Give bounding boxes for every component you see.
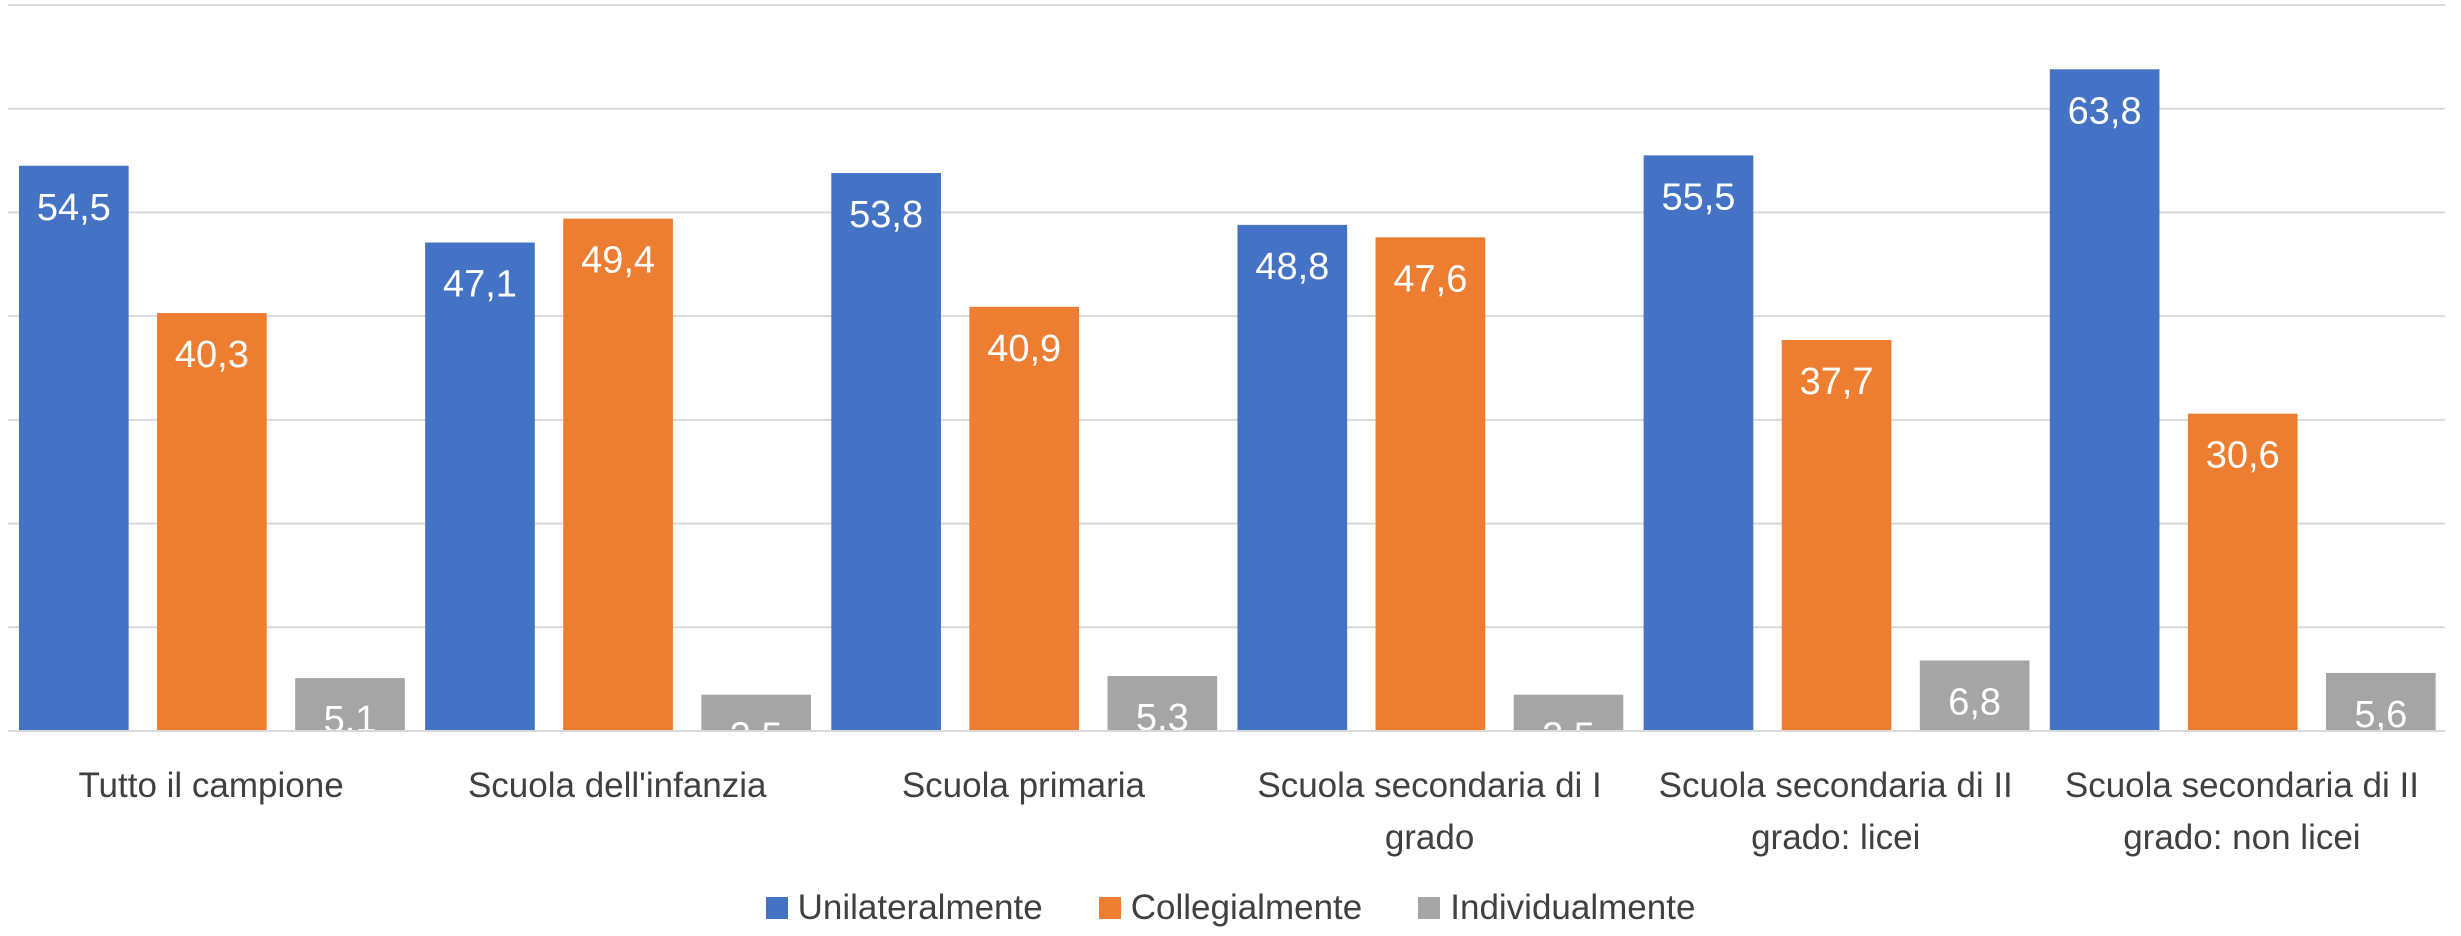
data-label: 63,8 [2068,90,2142,132]
bar [18,165,129,731]
legend-label: Individualmente [1450,888,1696,927]
data-label: 40,3 [175,334,249,376]
bar [2187,413,2298,731]
data-label: 55,5 [1661,176,1735,218]
bar [425,242,535,731]
legend: Unilateralmente Collegialmente Individualm… [0,888,2461,928]
legend-swatch [765,897,788,919]
data-label: 3,5 [730,716,783,758]
bar [701,694,811,731]
bar [295,678,405,731]
legend-item: Collegialmente [1098,888,1363,928]
data-label: 37,7 [1800,361,1874,403]
legend-swatch [1418,897,1441,919]
bar [1919,660,2030,731]
data-label: 3,5 [1542,716,1595,758]
data-label: 54,5 [37,187,111,229]
x-tick-label: Scuola dell'infanzia [467,766,767,805]
legend-label: Unilateralmente [797,888,1043,927]
data-label: 47,1 [443,264,517,306]
bar [1375,237,1486,731]
data-label: 40,9 [987,328,1061,370]
bar [831,173,941,731]
x-tick-label: Scuola secondaria di I grado [1257,766,1602,857]
x-tick-label: Scuola secondaria di II grado: non licei [2064,766,2419,857]
legend-swatch [1098,897,1121,919]
bar [1643,155,1754,731]
bar [2049,69,2160,731]
bar [1237,224,1348,732]
bar [1513,694,1624,731]
legend-item: Unilateralmente [765,888,1043,928]
data-label: 30,6 [2206,435,2280,477]
x-tick-label: Tutto il campione [78,766,344,805]
legend-label: Collegialmente [1130,888,1363,927]
x-tick-label: Scuola primaria [901,766,1145,805]
data-label: 5,1 [324,699,377,741]
data-label: 49,4 [581,240,655,282]
data-label: 5,6 [2354,694,2407,736]
legend-item: Individualmente [1418,888,1695,928]
bar [1781,339,1892,731]
data-label: 6,8 [1948,682,2001,724]
bar [157,313,267,731]
data-label: 53,8 [849,194,923,236]
bar [563,218,673,731]
data-label: 48,8 [1255,246,1329,288]
data-label: 5,3 [1136,697,1189,739]
data-label: 47,6 [1393,258,1467,300]
bar [969,306,1080,731]
bar [1107,676,1218,731]
bar [2325,672,2436,731]
plot-area: 54,5 47,1 53,8 48,8 55,5 63,8 40,3 49,4 40,9 47,6… [8,4,2445,758]
x-tick-label: Scuola secondaria di II grado: licei [1658,766,2013,857]
